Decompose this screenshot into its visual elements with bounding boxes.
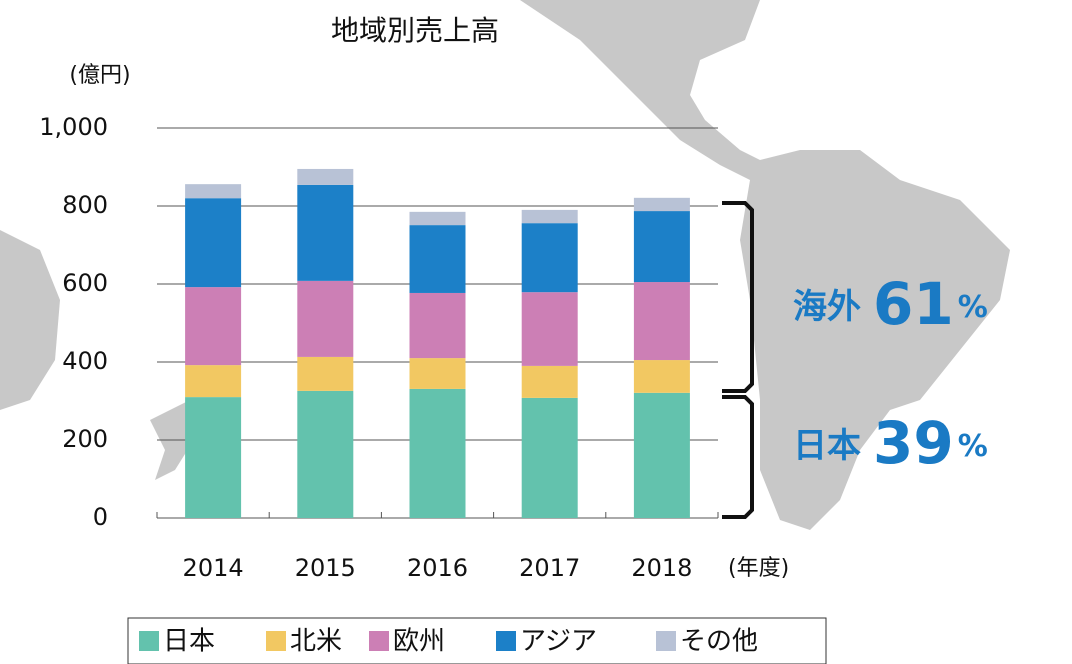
legend-swatch — [266, 631, 286, 651]
y-tick-label: 1,000 — [39, 113, 108, 141]
annotation: 日本 39% — [793, 409, 988, 477]
x-tick-label: 2015 — [295, 554, 356, 582]
bar-segment — [409, 225, 466, 293]
bar-segment — [409, 292, 466, 359]
bar-segment — [185, 184, 242, 199]
annotation-label: 日本 — [793, 426, 861, 466]
legend-swatch — [369, 631, 389, 651]
y-tick-label: 0 — [93, 503, 108, 531]
bar-segment — [521, 397, 578, 518]
bar-segment — [633, 197, 690, 212]
bar-segment — [185, 198, 242, 288]
bar-segment — [185, 287, 242, 366]
y-tick-label: 400 — [62, 347, 108, 375]
annotation: 海外 61% — [793, 270, 988, 338]
legend-label: 北米 — [290, 627, 342, 657]
bar-segment — [409, 358, 466, 389]
brackets — [722, 201, 754, 519]
x-axis-label: (年度) — [728, 556, 789, 581]
annotation-unit: % — [958, 290, 988, 325]
bar-segment — [521, 292, 578, 366]
chart-title: 地域別売上高 — [331, 14, 499, 47]
bar-segment — [297, 356, 354, 391]
y-axis-label: (億円) — [69, 63, 130, 88]
legend-label: その他 — [680, 627, 758, 657]
bar-segment — [633, 282, 690, 361]
bar-segment — [633, 392, 690, 518]
x-tick-label: 2016 — [407, 554, 468, 582]
legend-box — [127, 617, 827, 664]
x-tick-label: 2014 — [183, 554, 244, 582]
y-tick-label: 200 — [62, 425, 108, 453]
bar-segment — [185, 397, 242, 518]
legend-swatch — [496, 631, 516, 651]
annotation-unit: % — [958, 429, 988, 464]
legend-label: アジア — [520, 627, 597, 657]
bar-segment — [185, 365, 242, 398]
bar-segment — [633, 211, 690, 283]
bar-segment — [297, 184, 354, 281]
bar-segment — [409, 388, 466, 518]
legend-swatch — [656, 631, 676, 651]
x-tick-label: 2018 — [631, 554, 692, 582]
annotation-value: 39 — [873, 409, 954, 477]
annotation-value: 61 — [873, 270, 954, 338]
bar-segment — [633, 360, 690, 393]
annotation-label: 海外 — [793, 287, 861, 327]
bar-segment — [297, 280, 354, 357]
legend-label: 日本 — [163, 627, 215, 657]
y-tick-label: 800 — [62, 191, 108, 219]
bar-segment — [297, 168, 354, 185]
bar-segment — [409, 211, 466, 226]
y-tick-label: 600 — [62, 269, 108, 297]
bar-segment — [297, 390, 354, 518]
bar-segment — [521, 223, 578, 293]
bar-segment — [521, 365, 578, 398]
legend-label: 欧州 — [393, 627, 445, 657]
bar-segment — [521, 209, 578, 224]
legend-swatch — [139, 631, 159, 651]
x-tick-label: 2017 — [519, 554, 580, 582]
